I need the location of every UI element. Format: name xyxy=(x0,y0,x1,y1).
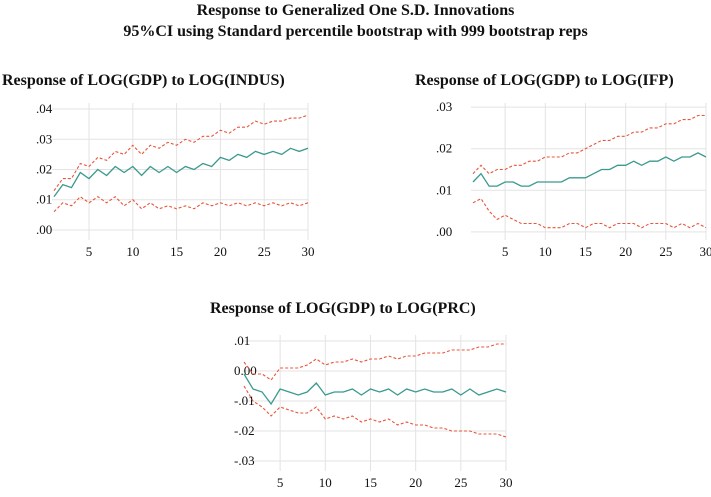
x-tick-label: 10 xyxy=(126,244,139,259)
lower-ci-line xyxy=(53,195,309,213)
y-tick-label: .02 xyxy=(436,141,452,156)
upper-ci-line xyxy=(472,114,706,175)
x-tick-label: 30 xyxy=(700,244,711,259)
x-tick-label: 10 xyxy=(539,244,552,259)
y-tick-label: -.02 xyxy=(234,423,255,438)
x-tick-label: 30 xyxy=(302,244,315,259)
x-tick-label: 15 xyxy=(170,244,183,259)
x-tick-label: 25 xyxy=(258,244,271,259)
x-tick-label: 5 xyxy=(86,244,93,259)
y-tick-label: -.01 xyxy=(234,393,255,408)
x-tick-label: 5 xyxy=(502,244,509,259)
y-tick-label: .01 xyxy=(36,192,52,207)
x-tick-label: 30 xyxy=(500,475,513,490)
y-tick-label: .02 xyxy=(36,162,52,177)
lower-ci-line xyxy=(243,385,507,438)
chart-ifp: .00 .01 .02 .03 5 10 15 20 25 30 xyxy=(436,99,711,259)
upper-ci-line xyxy=(53,114,309,192)
x-tick-label: 15 xyxy=(579,244,592,259)
x-tick-label: 15 xyxy=(364,475,377,490)
x-tick-label: 10 xyxy=(319,475,332,490)
x-tick-label: 5 xyxy=(277,475,284,490)
lower-ci-line xyxy=(472,197,707,229)
response-line xyxy=(243,373,507,406)
panel-title-prc: Response of LOG(GDP) to LOG(PRC) xyxy=(210,300,476,317)
main-subtitle: 95%CI using Standard percentile bootstra… xyxy=(123,23,588,40)
y-tick-label: 0.00 xyxy=(234,363,257,378)
y-tick-label: .01 xyxy=(234,333,250,348)
y-tick-label: -.03 xyxy=(234,453,255,468)
chart-prc: -.03 -.02 -.01 0.00 .01 5 10 15 20 25 30 xyxy=(234,333,513,490)
x-tick-label: 20 xyxy=(619,244,632,259)
main-title: Response to Generalized One S.D. Innovat… xyxy=(196,2,515,19)
y-tick-label: .03 xyxy=(436,99,452,114)
y-tick-label: .03 xyxy=(36,131,52,146)
x-tick-label: 25 xyxy=(659,244,672,259)
upper-ci-line xyxy=(243,343,506,381)
x-tick-label: 20 xyxy=(409,475,422,490)
response-line xyxy=(53,147,309,198)
response-line xyxy=(472,152,707,187)
panel-title-indus: Response of LOG(GDP) to LOG(INDUS) xyxy=(2,72,285,89)
y-tick-label: .04 xyxy=(36,101,53,116)
panel-title-ifp: Response of LOG(GDP) to LOG(IFP) xyxy=(415,72,674,89)
y-tick-label: .00 xyxy=(36,222,52,237)
y-tick-label: .01 xyxy=(436,182,452,197)
chart-indus: .00 .01 .02 .03 .04 5 10 15 20 25 30 xyxy=(36,101,315,259)
x-tick-label: 20 xyxy=(214,244,227,259)
y-tick-label: .00 xyxy=(436,224,452,239)
x-tick-label: 25 xyxy=(454,475,467,490)
